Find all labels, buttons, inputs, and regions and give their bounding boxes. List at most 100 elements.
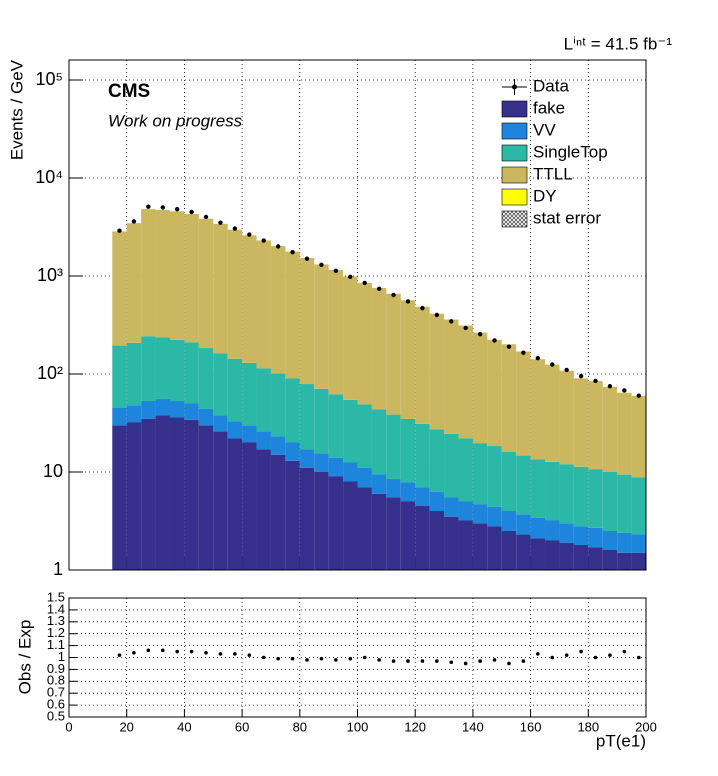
- bar-segment: [444, 497, 459, 517]
- bar-segment: [573, 378, 589, 467]
- bar-segment: [126, 223, 142, 343]
- bar-segment: [516, 455, 531, 515]
- data-point: [160, 205, 165, 210]
- y-tick-label: 0.8: [47, 673, 65, 688]
- data-point: [420, 305, 425, 311]
- bar-segment: [444, 516, 459, 570]
- data-point: [247, 232, 252, 237]
- bar-segment: [429, 491, 445, 511]
- legend-swatch: [501, 100, 528, 118]
- bar-segment: [386, 414, 401, 479]
- y-tick-label: 1: [53, 559, 63, 579]
- bar-segment: [141, 209, 156, 337]
- bar-segment: [429, 510, 445, 570]
- legend-swatch: [501, 166, 528, 184]
- bar-segment: [184, 419, 199, 570]
- bar-segment: [588, 547, 603, 570]
- bar-segment: [631, 395, 646, 478]
- data-point: [348, 274, 353, 280]
- bar-segment: [602, 472, 618, 532]
- ratio-point: [348, 656, 353, 661]
- bar-segment: [270, 246, 286, 374]
- bar-segment: [602, 386, 618, 473]
- legend-label: DY: [533, 186, 557, 205]
- bar-segment: [530, 517, 546, 539]
- bar-segment: [545, 540, 560, 570]
- x-tick-label: 20: [119, 719, 133, 734]
- data-point: [636, 393, 641, 398]
- bar-segment: [429, 429, 445, 492]
- bar-segment: [314, 264, 329, 389]
- legend-label: VV: [533, 120, 556, 139]
- bar-segment: [213, 353, 228, 416]
- ratio-point: [117, 653, 122, 657]
- bar-segment: [631, 552, 646, 570]
- ratio-point: [233, 652, 237, 656]
- data-point: [506, 344, 512, 349]
- bar-segment: [169, 401, 185, 418]
- bar-segment: [227, 421, 243, 439]
- bar-segment: [198, 348, 214, 409]
- legend-label: Data: [533, 76, 569, 95]
- bar-segment: [487, 506, 502, 527]
- ratio-point: [276, 656, 280, 661]
- bar-segment: [357, 467, 372, 488]
- bar-segment: [328, 457, 344, 477]
- ratio-point: [521, 659, 526, 663]
- data-point: [535, 355, 541, 361]
- ratio-point: [435, 659, 439, 663]
- data-point: [405, 299, 411, 304]
- bar-segment: [400, 482, 416, 502]
- bar-segment: [602, 531, 618, 550]
- x-tick-label: 160: [520, 719, 542, 734]
- bar-segment: [617, 532, 632, 553]
- bar-segment: [400, 501, 416, 570]
- bar-segment: [126, 342, 142, 406]
- bar-segment: [343, 399, 358, 463]
- bar-segment: [198, 408, 214, 426]
- bar-segment: [501, 451, 517, 511]
- ratio-point: [391, 659, 396, 663]
- data-point: [117, 228, 122, 233]
- bar-segment: [559, 464, 574, 524]
- bar-segment: [343, 481, 358, 570]
- bar-segment: [487, 526, 502, 570]
- data-point: [304, 256, 310, 261]
- bar-segment: [343, 462, 358, 482]
- bar-segment: [400, 418, 416, 483]
- ratio-point: [146, 648, 151, 653]
- bar-segment: [184, 214, 199, 343]
- bar-segment: [270, 373, 286, 437]
- x-tick-label: 120: [404, 719, 426, 734]
- y-tick-label: 1.1: [47, 637, 65, 652]
- bar-segment: [299, 384, 315, 450]
- x-tick-label: 40: [177, 719, 191, 734]
- bar-segment: [545, 364, 560, 462]
- ratio-point: [305, 658, 309, 662]
- legend-label: SingleTop: [533, 142, 608, 161]
- bar-segment: [299, 449, 315, 468]
- y-tick-label: 1.5: [47, 589, 65, 604]
- ratio-point: [160, 648, 165, 653]
- bar-segment: [545, 461, 560, 521]
- bar-segment: [444, 319, 459, 434]
- bar-segment: [559, 370, 574, 465]
- bar-segment: [242, 362, 257, 426]
- legend-swatch: [501, 122, 528, 140]
- bar-segment: [357, 282, 372, 405]
- bar-segment: [487, 446, 502, 507]
- bar-segment: [530, 538, 546, 570]
- bar-segment: [617, 552, 632, 570]
- data-point: [232, 226, 238, 231]
- bar-segment: [545, 520, 560, 541]
- ratio-point: [536, 652, 540, 656]
- bar-segment: [169, 417, 185, 570]
- ratio-y-label: Obs / Exp: [15, 620, 34, 695]
- bar-segment: [357, 487, 372, 570]
- bar-segment: [631, 534, 646, 553]
- bar-segment: [285, 442, 300, 461]
- y-tick-label: 0.6: [47, 697, 65, 712]
- ratio-point: [550, 655, 555, 660]
- bar-segment: [213, 415, 228, 432]
- bar-segment: [256, 368, 271, 432]
